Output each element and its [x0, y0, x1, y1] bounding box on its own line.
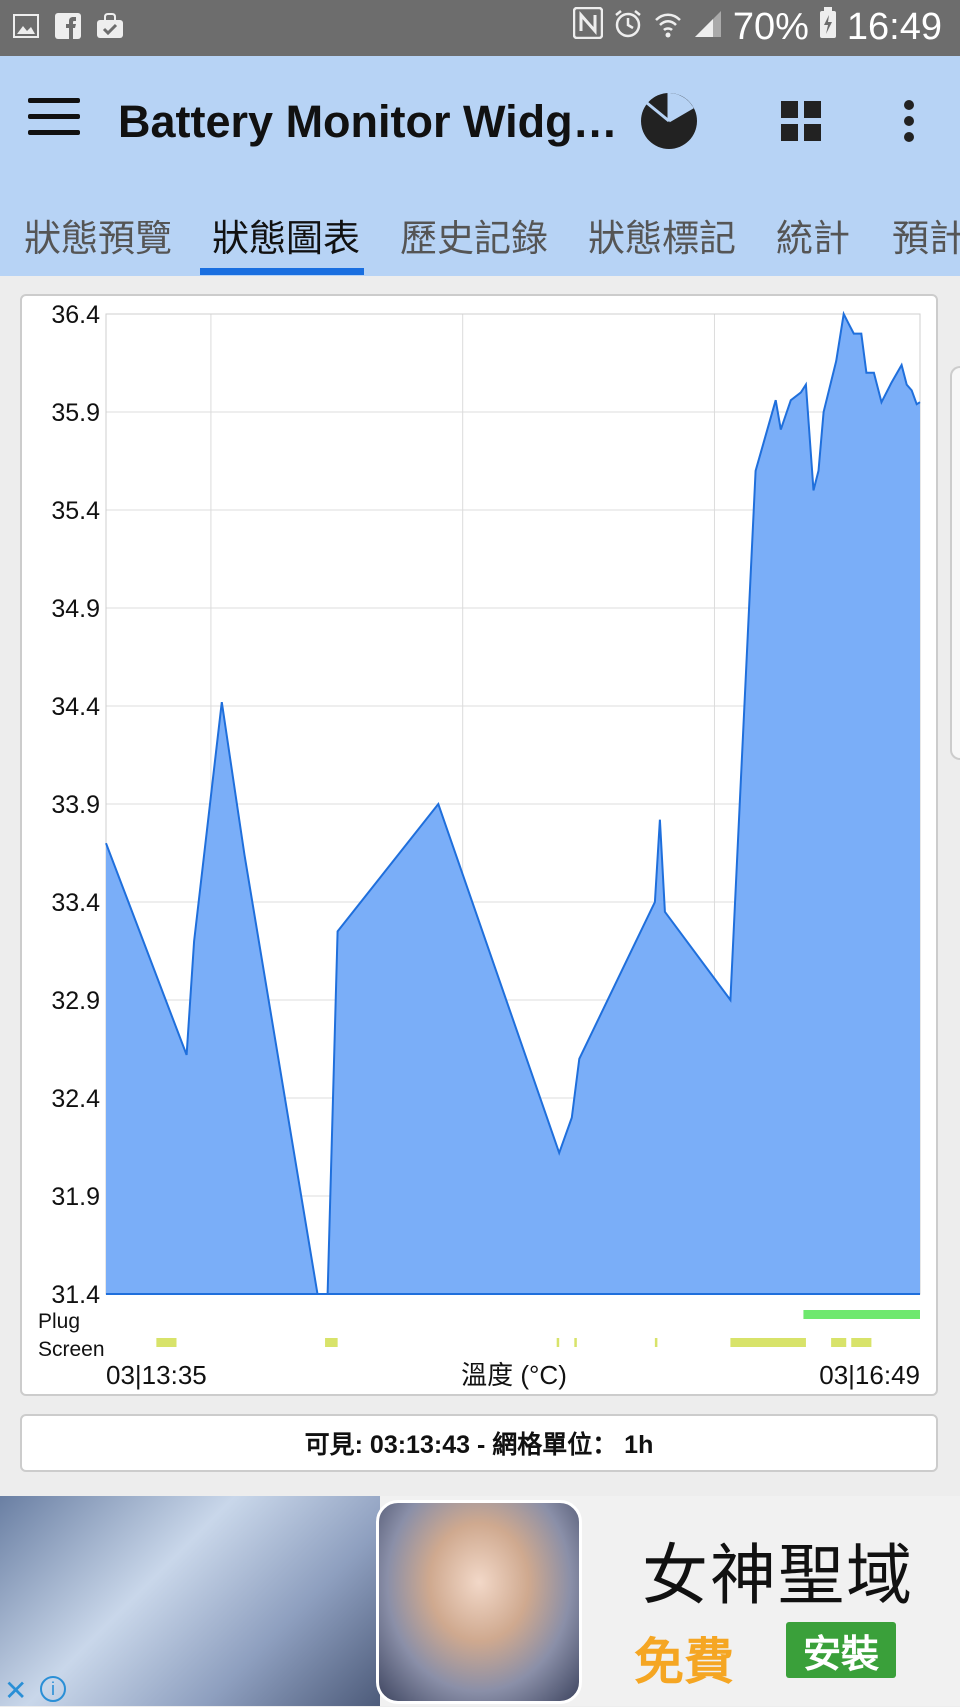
y-tick-label: 33.4: [51, 889, 100, 917]
temperature-chart[interactable]: 36.4 35.9 35.4 34.9 34.4 33.9 33.4 32.9 32.4 31.9…: [22, 296, 936, 1394]
screen-state-bar: [831, 1338, 847, 1347]
facebook-icon: [54, 12, 82, 40]
status-bar-right: 70% 16:49: [572, 6, 942, 49]
battery-percent: 70%: [732, 6, 809, 48]
more-vert-icon[interactable]: [874, 86, 944, 156]
x-start-label: 03|13:35: [106, 1360, 207, 1390]
hamburger-menu-icon[interactable]: [28, 98, 80, 146]
tab-status-markers[interactable]: 狀態標記: [588, 218, 736, 259]
ad-character-portrait[interactable]: [376, 1500, 582, 1704]
screen-state-bar: [156, 1338, 177, 1347]
screen-state-bar: [654, 1338, 658, 1347]
app-bar: Battery Monitor Widg…: [0, 56, 960, 190]
y-tick-label: 36.4: [51, 301, 100, 329]
y-tick-label: 34.9: [51, 595, 100, 623]
y-tick-label: 31.9: [51, 1183, 100, 1211]
alarm-icon: [613, 6, 643, 49]
clock-time: 16:49: [846, 6, 942, 48]
tab-bar: 狀態預覽 狀態圖表 歷史記錄 狀態標記 統計 預計: [0, 190, 960, 276]
grid-icon[interactable]: [766, 86, 836, 156]
y-tick-label: 34.4: [51, 693, 100, 721]
pie-chart-icon[interactable]: [634, 86, 704, 156]
chart-card: 36.4 35.9 35.4 34.9 34.4 33.9 33.4 32.9 32.4 31.9…: [20, 294, 938, 1396]
screen-state-bar: [851, 1338, 872, 1347]
screen-state-bar: [325, 1338, 338, 1347]
ad-info-icon[interactable]: i: [40, 1676, 66, 1702]
y-tick-label: 32.4: [51, 1085, 100, 1113]
x-end-label: 03|16:49: [819, 1360, 920, 1390]
screen-row-label: Screen: [38, 1338, 105, 1361]
screen-state-bar: [730, 1338, 806, 1347]
screen-state-bar: [574, 1338, 577, 1347]
plug-row-label: Plug: [38, 1310, 80, 1333]
nfc-icon: [572, 6, 604, 49]
y-tick-label: 35.9: [51, 399, 100, 427]
y-tick-label: 32.9: [51, 987, 100, 1015]
ad-free-label: 免費: [634, 1634, 734, 1690]
ad-install-button[interactable]: 安裝: [786, 1622, 896, 1678]
active-tab-indicator: [200, 268, 364, 275]
status-bar: 70% 16:49: [0, 0, 960, 56]
y-tick-label: 33.9: [51, 791, 100, 819]
tab-history[interactable]: 歷史記錄: [400, 218, 548, 259]
shopping-bag-icon: [96, 12, 124, 40]
tab-status-overview[interactable]: 狀態預覽: [24, 218, 172, 259]
plug-state-bar: [803, 1310, 920, 1319]
wifi-icon: [653, 6, 683, 49]
ad-close-icon[interactable]: ✕: [4, 1675, 28, 1706]
visible-range-info[interactable]: 可見: 03:13:43 - 網格單位： 1h: [20, 1414, 938, 1472]
ad-title: 女神聖域: [642, 1538, 914, 1612]
tab-status-chart[interactable]: 狀態圖表: [212, 218, 360, 259]
image-icon: [12, 12, 40, 40]
side-drawer-handle[interactable]: [950, 366, 960, 760]
signal-icon: [693, 6, 723, 49]
temperature-area-fill: [106, 314, 920, 1294]
ad-game-art[interactable]: [0, 1496, 380, 1706]
status-bar-left-icons: [12, 12, 124, 40]
y-tick-label: 31.4: [51, 1281, 100, 1309]
x-axis-label: 溫度 (°C): [461, 1360, 567, 1390]
y-tick-label: 35.4: [51, 497, 100, 525]
screen-state-bar: [556, 1338, 560, 1347]
tab-estimate[interactable]: 預計: [892, 218, 960, 259]
app-title: Battery Monitor Widg…: [118, 96, 618, 147]
tab-statistics[interactable]: 統計: [776, 218, 850, 259]
battery-charging-icon: [819, 6, 837, 49]
ad-banner[interactable]: 女神聖域 免費 安裝 ✕ i: [0, 1496, 960, 1706]
